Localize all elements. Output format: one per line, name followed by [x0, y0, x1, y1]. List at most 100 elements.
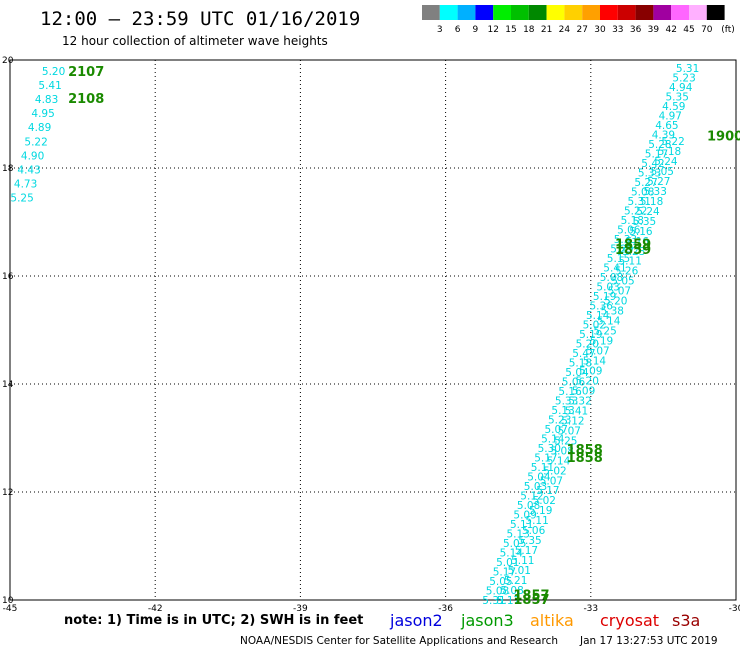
wave-height-label: 5.15: [607, 253, 630, 265]
wave-height-label: 5.04: [565, 367, 589, 379]
wave-height-label: 5.03: [524, 481, 547, 493]
wave-height-label: 4.97: [659, 111, 682, 123]
x-tick-label: -42: [148, 604, 163, 614]
wave-height-label: 5.14: [597, 316, 621, 328]
wave-height-label: 5.38: [601, 306, 624, 318]
x-tick-label: -39: [293, 604, 308, 614]
wave-height-label: 5.35: [518, 535, 541, 547]
wave-height-label: 5.13: [507, 529, 530, 541]
colorbar-tick-label: 6: [455, 25, 461, 35]
wave-height-label: 5.17: [645, 149, 668, 161]
wave-height-label: 5.02: [543, 465, 566, 477]
wave-height-label: 5.17: [534, 453, 557, 465]
colorbar-swatch: [617, 5, 636, 20]
x-tick-label: -45: [3, 604, 18, 614]
wave-height-label: 5.17: [493, 567, 516, 579]
wave-height-label: 5.27: [634, 177, 657, 189]
wave-height-label: 5.07: [558, 425, 581, 437]
wave-height-label: 5.31: [482, 595, 505, 607]
wave-height-label: 5.25: [10, 193, 33, 205]
wave-height-label: 5.32: [568, 395, 591, 407]
wave-height-values: 5.20 5.41 4.83 4.95 4.89 5.22 4.90 4.43 4.73 5.25…: [10, 63, 699, 607]
y-tick-label: 20: [2, 56, 14, 66]
wave-height-label: 4.83: [35, 94, 58, 106]
footer-note: note: 1) Time is in UTC; 2) SWH is in fe…: [64, 613, 363, 628]
wave-height-label: 5.08: [517, 500, 540, 512]
y-tick-label: 10: [2, 596, 14, 606]
wave-height-label: 5.14: [500, 548, 524, 560]
wave-height-label: 5.06: [522, 525, 546, 537]
time-label: 1857: [513, 593, 549, 608]
wave-height-label: 5.41: [565, 405, 588, 417]
colorbar-swatch: [439, 5, 458, 20]
time-label: 1859: [615, 238, 651, 253]
chart-subtitle: 12 hour collection of altimeter wave hei…: [62, 34, 328, 48]
wave-height-label: 5.14: [583, 356, 607, 368]
wave-height-label: 5.41: [603, 263, 626, 275]
wave-height-label: 5.12: [520, 491, 543, 503]
colorbar-swatch: [475, 5, 494, 20]
wave-height-label: 4.39: [652, 130, 675, 142]
wave-height-label: 5.11: [531, 462, 554, 474]
time-label: 1900: [707, 130, 740, 145]
wave-height-label: 4.65: [655, 120, 678, 132]
y-tick-label: 12: [2, 488, 13, 498]
colorbar-tick-label: 27: [576, 25, 587, 35]
wave-height-label: 5.20: [576, 339, 599, 351]
wave-height-label: 5.11: [510, 519, 533, 531]
colorbar-tick-label: 3: [437, 25, 443, 35]
wave-height-label: 5.16: [558, 386, 582, 398]
wave-height-label: 5.42: [641, 158, 664, 170]
colorbar-tick-label: 39: [648, 25, 660, 35]
grid-lines: [10, 60, 736, 600]
wave-height-label: 5.07: [540, 475, 563, 487]
colorbar-tick-label: 30: [594, 25, 606, 35]
wave-height-label: 5.05: [651, 166, 674, 178]
wave-height-label: 5.14: [547, 455, 571, 467]
wave-height-label: 5.11: [619, 256, 642, 268]
y-tick-label: 16: [2, 272, 14, 282]
wave-height-label: 5.07: [545, 424, 568, 436]
wave-height-label: 4.73: [14, 179, 37, 191]
wave-height-label: 4.43: [17, 165, 40, 177]
wave-height-label: 5.19: [529, 505, 552, 517]
satellite-legend-jason3: jason3: [460, 611, 514, 630]
colorbar-swatch: [493, 5, 511, 20]
wave-height-label: 5.25: [554, 435, 577, 447]
wave-height-label: 5.23: [548, 415, 571, 427]
wave-height-label: 4.94: [669, 82, 693, 94]
colorbar-tick-label: 15: [505, 25, 516, 35]
colorbar-tick-label: 24: [559, 25, 571, 35]
wave-height-label: 4.90: [21, 150, 44, 162]
axis-tick-labels: -45 -42 -39 -36 -33 -30 10 12 14 16 18 20: [2, 56, 740, 614]
wave-height-label: 5.27: [647, 176, 670, 188]
wave-height-label: 5.24: [654, 156, 678, 168]
colorbar-swatch: [422, 5, 440, 20]
wave-height-label: 5.19: [593, 291, 616, 303]
wave-height-label: 5.31: [676, 63, 699, 75]
wave-height-label: 5.20: [42, 66, 65, 78]
wave-height-label: 5.02: [533, 495, 556, 507]
wave-height-label: 5.16: [626, 236, 650, 248]
wave-height-label: 5.30: [538, 443, 561, 455]
time-label: 1857: [513, 589, 549, 604]
wave-height-label: 5.33: [638, 168, 661, 180]
wave-height-label: 4.89: [28, 122, 51, 134]
colorbar-tick-label: 9: [473, 25, 479, 35]
wave-height-label: 5.25: [593, 326, 616, 338]
chart-title: 12:00 – 23:59 UTC 01/16/2019: [40, 8, 360, 30]
satellite-legend-s3a: s3a: [672, 611, 700, 630]
wave-height-label: 5.08: [486, 586, 509, 598]
time-label: 2107: [68, 65, 104, 80]
wave-height-label: 5.24: [636, 206, 660, 218]
colorbar-swatch: [689, 5, 707, 20]
wave-height-label: 5.22: [661, 136, 684, 148]
wave-height-label: 5.06: [562, 377, 586, 389]
wave-height-label: 5.13: [551, 405, 574, 417]
wave-height-label: 5.05: [611, 276, 634, 288]
wave-height-label: 5.01: [496, 557, 519, 569]
colorbar-legend: 3 6 9 12 15 18 21 24 27 30 33 36 39 42 45 70 (ft): [422, 5, 735, 35]
wave-height-label: 5.08: [631, 187, 654, 199]
